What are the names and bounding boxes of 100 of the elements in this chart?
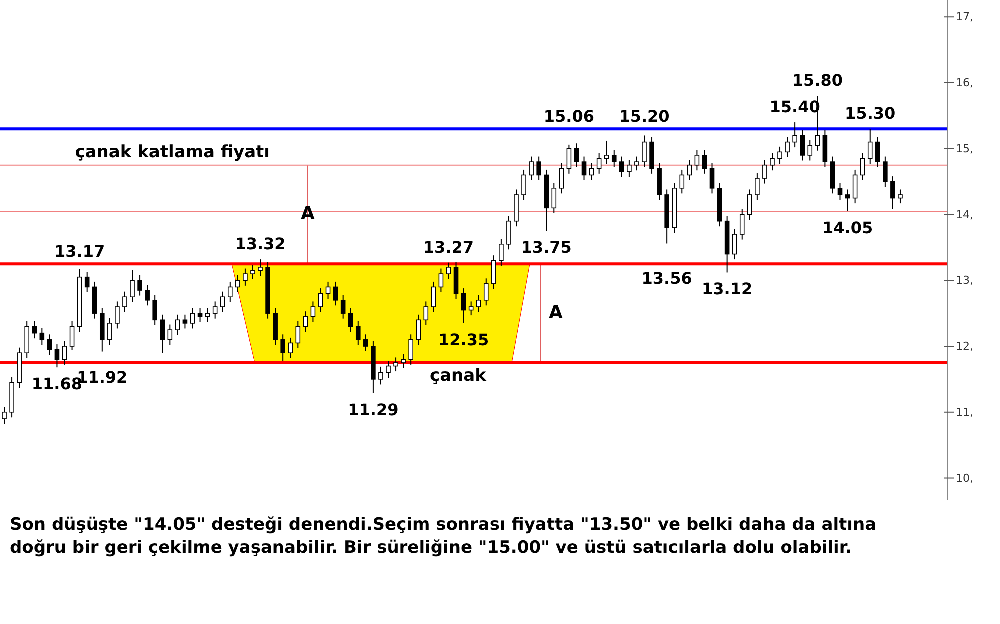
candlestick (115, 301, 120, 330)
candlestick (770, 152, 775, 172)
candlestick (446, 262, 452, 280)
ref-line-label: çanak (430, 366, 488, 386)
candlestick (875, 136, 880, 168)
candlestick (228, 281, 233, 303)
candlestick (566, 144, 572, 174)
candlestick (212, 301, 218, 320)
candlestick (898, 189, 903, 204)
candlestick (378, 366, 384, 386)
candlestick (792, 122, 798, 148)
candlestick (582, 156, 587, 181)
candlestick (748, 189, 752, 221)
candlestick (47, 334, 52, 356)
candlestick (461, 288, 466, 324)
y-tick-label: 14, (956, 208, 974, 222)
candlestick (431, 281, 436, 313)
candlestick (303, 311, 308, 333)
candlestick (145, 284, 150, 306)
annotation: A (549, 302, 564, 324)
annotation: 15.20 (619, 107, 670, 126)
candlestick (160, 314, 166, 354)
y-tick-label: 13, (956, 274, 974, 288)
candlestick (130, 270, 135, 303)
annotation: 13.17 (54, 242, 106, 262)
y-tick-label: 15, (956, 142, 974, 156)
candlestick (883, 156, 888, 188)
candlestick (589, 162, 594, 181)
candlestick (310, 301, 316, 323)
candlestick (138, 274, 142, 296)
ref-line-label: çanak katlama fiyatı (75, 142, 270, 162)
candlestick (70, 320, 75, 351)
candlestick (438, 268, 444, 293)
annotation: 13.27 (423, 238, 474, 257)
candlestick (54, 344, 60, 368)
candlestick (499, 238, 504, 267)
annotation: 14.05 (822, 218, 874, 238)
candlestick (476, 294, 482, 313)
candlestick (386, 360, 391, 379)
candlestick (612, 150, 617, 168)
candlestick (288, 337, 294, 359)
candlestick (536, 156, 542, 181)
y-tick-label: 10, (956, 472, 974, 485)
candlestick (868, 128, 873, 165)
candlestick (755, 172, 760, 201)
annotation: 15.30 (845, 104, 896, 124)
candlestick (333, 281, 338, 306)
candlestick (702, 150, 708, 174)
candlestick (860, 152, 866, 181)
candlestick (559, 162, 564, 194)
candlestick (152, 294, 158, 326)
annotation: 13.75 (521, 238, 572, 258)
candlestick (394, 357, 398, 372)
annotation: 12.35 (438, 330, 490, 350)
candlestick (574, 143, 580, 168)
candlestick (762, 160, 768, 184)
y-tick-label: 11, (956, 406, 974, 419)
candlestick (182, 314, 188, 330)
candlestick (198, 308, 203, 323)
candlestick (732, 228, 738, 260)
candlestick (642, 135, 647, 168)
candlestick (838, 182, 843, 201)
candlestick (800, 130, 806, 162)
candlestick (190, 308, 196, 330)
annotation: 15.80 (792, 71, 843, 90)
candlestick (634, 156, 640, 172)
candlestick (785, 136, 790, 158)
candlestick (506, 216, 512, 250)
candlestick (604, 140, 610, 165)
candlestick (710, 162, 715, 194)
annotation: 13.32 (235, 234, 286, 254)
candlestick (852, 169, 858, 204)
annotation: 13.56 (642, 269, 692, 288)
candlestick (778, 146, 782, 165)
annotation: 11.29 (348, 400, 399, 420)
candlestick (326, 281, 331, 300)
candlestick (168, 324, 173, 346)
candlestick (401, 354, 406, 369)
candlestick (529, 156, 534, 181)
candlestick (492, 255, 496, 290)
annotation: A (301, 204, 316, 225)
y-tick-label: 17, (956, 10, 974, 24)
annotation: 15.06 (544, 107, 595, 126)
candlestick (62, 340, 68, 366)
candlestick (845, 189, 850, 212)
candlestick (280, 334, 286, 362)
candlestick (32, 320, 38, 340)
candlestick (84, 272, 90, 293)
candlestick (627, 160, 632, 178)
candlestick (250, 264, 256, 280)
candlestick (890, 176, 896, 210)
candlestick (522, 169, 526, 201)
candlestick (205, 308, 210, 323)
candlestick (122, 291, 128, 313)
candlestick (348, 308, 354, 333)
annotation: 13.12 (702, 280, 753, 299)
candlestick (356, 320, 361, 346)
candlestick (408, 334, 414, 366)
candlestick (680, 169, 685, 194)
candlestick (740, 208, 745, 240)
